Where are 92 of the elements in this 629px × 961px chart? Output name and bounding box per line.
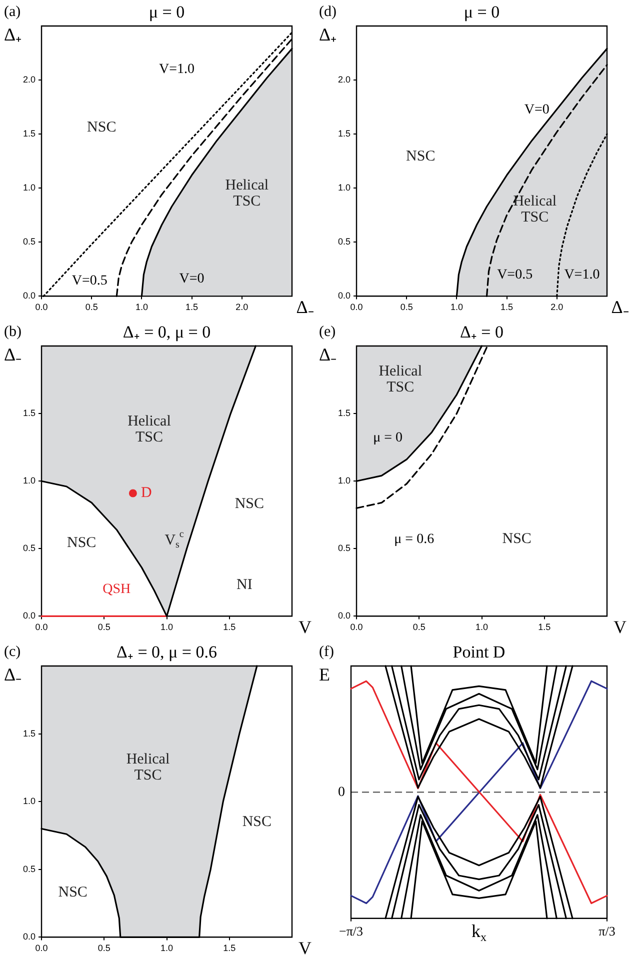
x-tick-label: 1.0 — [476, 622, 488, 632]
text: (e) — [319, 324, 336, 340]
x-tick-label: 0.5 — [400, 302, 413, 312]
series-label: V=0 — [524, 102, 550, 118]
series-label: V=0.5 — [72, 274, 108, 289]
x-tick-label: 1.0 — [160, 622, 174, 632]
x-tick-label: 1.5 — [223, 622, 236, 632]
y-axis-title: Δ₊ — [4, 24, 22, 45]
ref-line-label: 0 — [338, 784, 345, 800]
x-tick-label: 1.5 — [500, 302, 514, 312]
x-tick-label: 0.0 — [350, 622, 363, 632]
annotation: NI — [236, 577, 252, 594]
series-label: D — [140, 485, 152, 502]
chart-title: μ = 0 — [464, 2, 500, 22]
x-tick-label: 1.5 — [186, 302, 198, 312]
x-tick-label: 0.0 — [35, 622, 48, 632]
text: V=0 — [179, 272, 204, 287]
x-axis-title: V — [298, 616, 312, 637]
annotation: NSC — [406, 148, 436, 165]
y-tick-label: 0.5 — [338, 543, 351, 554]
y-tick-label: 1.5 — [22, 128, 36, 139]
x-tick-label: 0.5 — [412, 622, 426, 632]
annotation: NSC — [87, 120, 116, 136]
annotation: NSC — [242, 814, 272, 830]
series-label: QSH — [102, 582, 131, 597]
annotation: NSC — [502, 531, 532, 548]
y-tick-label: 0.0 — [338, 610, 351, 621]
y-tick-label: 0.0 — [22, 290, 36, 301]
text: (b) — [4, 324, 22, 340]
y-axis-title: E — [319, 664, 330, 685]
chart-title: Δ₊ = 0, μ = 0.6 — [116, 642, 218, 662]
annotation: NSC — [67, 535, 96, 552]
y-tick-label: 0.5 — [22, 864, 36, 874]
series-label: V=1.0 — [564, 267, 600, 282]
y-tick-label: 0.5 — [338, 236, 351, 247]
x-tick-label: 2.0 — [550, 302, 564, 312]
text: (a) — [4, 4, 21, 20]
x-tick-label: 1.0 — [450, 302, 463, 312]
x-tick-label: 0.5 — [85, 302, 98, 312]
x-tick-label: 1.5 — [538, 622, 551, 632]
x-tick-label: 0.5 — [98, 943, 110, 954]
text: (c) — [4, 644, 21, 660]
x-axis-title: V — [298, 938, 312, 958]
y-tick-label: 0.5 — [22, 236, 36, 247]
series-label: μ = 0 — [373, 430, 403, 446]
y-axis-title: Δ₋ — [4, 344, 22, 365]
y-tick-label: 1.5 — [22, 728, 36, 738]
x-tick-label: 1.0 — [135, 302, 148, 312]
annotation: Helical TSC — [225, 177, 269, 210]
y-tick-label: 1.5 — [338, 128, 351, 139]
annotation: NSC — [234, 496, 264, 512]
x-tick-label: 0.0 — [35, 943, 48, 954]
text: V=1.0 — [159, 62, 195, 77]
y-tick-label: 1.0 — [22, 182, 36, 193]
x-axis-title: Δ₋ — [296, 296, 314, 317]
annotation: Helical TSC — [378, 364, 422, 396]
annotation: NSC — [58, 884, 88, 900]
x-tick-label: −π/3 — [338, 924, 364, 939]
y-tick-label: 0.0 — [338, 290, 351, 301]
text: (f) — [319, 644, 334, 660]
chart-title: μ = 0 — [148, 2, 185, 22]
annotation: Helical TSC — [128, 414, 171, 446]
series-label: V=0.5 — [497, 267, 533, 282]
chart-title: Δ₊ = 0, μ = 0 — [122, 322, 211, 342]
y-tick-label: 1.0 — [22, 796, 36, 806]
annotation: Helical TSC — [513, 194, 557, 226]
x-axis-title: Δ₋ — [611, 296, 629, 317]
y-axis-title: Δ₋ — [4, 664, 22, 685]
y-tick-label: 0.5 — [22, 543, 36, 554]
chart-title: Δ₊ = 0 — [460, 322, 504, 342]
y-tick-label: 1.0 — [338, 476, 351, 486]
x-tick-label: 2.0 — [236, 302, 248, 312]
x-tick-label: π/3 — [598, 924, 616, 939]
x-tick-label: 0.0 — [35, 302, 48, 312]
y-axis-title: Δ₊ — [319, 24, 337, 45]
text: μ = 0.6 — [394, 532, 434, 547]
y-tick-label: 2.0 — [338, 74, 351, 85]
y-tick-label: 2.0 — [22, 74, 36, 85]
x-axis-title: V — [614, 616, 626, 637]
chart-title: Point D — [452, 642, 506, 662]
x-tick-label: 0.0 — [350, 302, 363, 312]
y-tick-label: 1.0 — [338, 182, 351, 193]
x-tick-label: 1.5 — [223, 943, 236, 954]
y-axis-title: Δ₋ — [319, 344, 337, 365]
x-tick-label: 0.5 — [98, 622, 110, 632]
y-tick-label: 1.5 — [22, 408, 36, 418]
y-tick-label: 1.5 — [338, 408, 351, 418]
y-tick-label: 0.0 — [22, 610, 36, 621]
annotation: Helical TSC — [126, 752, 170, 784]
x-tick-label: 1.0 — [160, 943, 174, 954]
text: (d) — [319, 4, 336, 20]
y-tick-label: 1.0 — [22, 476, 36, 486]
